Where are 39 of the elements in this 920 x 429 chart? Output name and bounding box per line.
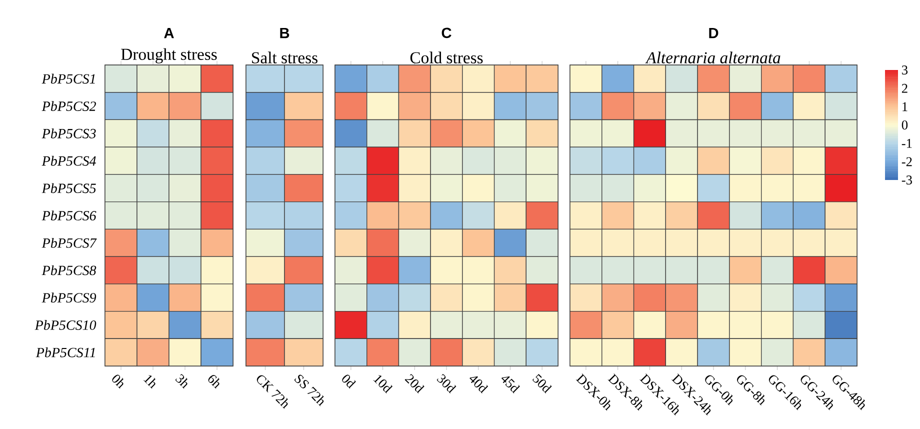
x-tick-label: 20d [404, 374, 424, 394]
x-tick-label: 6h [208, 375, 220, 389]
x-tick-label: 30d [436, 374, 456, 394]
y-tick-label: PbP5CS10 [34, 320, 96, 330]
text: Salt stress [252, 52, 318, 64]
color-bar-label: -3 [902, 176, 912, 184]
y-tick-label: PbP5CS3 [42, 128, 96, 138]
x-tick-label: 0h [112, 374, 124, 389]
y-tick-label: PbP5CS9 [42, 292, 96, 303]
x-tick-label: 1h [144, 375, 156, 389]
text: Drought stress [121, 48, 217, 64]
y-tick-label: PbP5CS8 [42, 265, 96, 276]
text: Cold stress [410, 52, 483, 64]
y-tick-label: PbP5CS2 [42, 101, 96, 111]
x-tick-label: 3h [175, 374, 188, 389]
x-tick-label: 10d [373, 375, 393, 394]
y-tick-label: PbP5CS5 [42, 183, 96, 194]
color-bar-label: 1 [902, 102, 908, 112]
x-tick-label: CK 72h [256, 375, 288, 409]
y-tick-label: PbP5CS11 [36, 347, 95, 358]
text: Alternaria alternata [645, 52, 780, 64]
text: A [164, 28, 174, 38]
x-tick-label: SS 72h [294, 374, 324, 406]
y-tick-label: PbP5CS7 [42, 238, 97, 248]
text: C [442, 28, 452, 38]
color-bar-label: 2 [902, 84, 908, 93]
text: D [709, 28, 718, 38]
color-bar-label: 3 [902, 66, 908, 74]
color-bar-label: -2 [902, 157, 912, 166]
text: B [280, 28, 290, 38]
x-tick-label: 0d [342, 374, 356, 389]
y-tick-label: PbP5CS1 [42, 74, 95, 84]
y-tick-label: PbP5CS6 [42, 210, 96, 220]
x-tick-label: 45d [501, 376, 520, 394]
color-bar-label: -1 [902, 138, 912, 148]
x-tick-label: 40d [470, 376, 488, 394]
x-tick-label: 50d [532, 374, 552, 394]
color-bar-label: 0 [902, 120, 908, 130]
y-tick-label: PbP5CS4 [42, 156, 96, 166]
